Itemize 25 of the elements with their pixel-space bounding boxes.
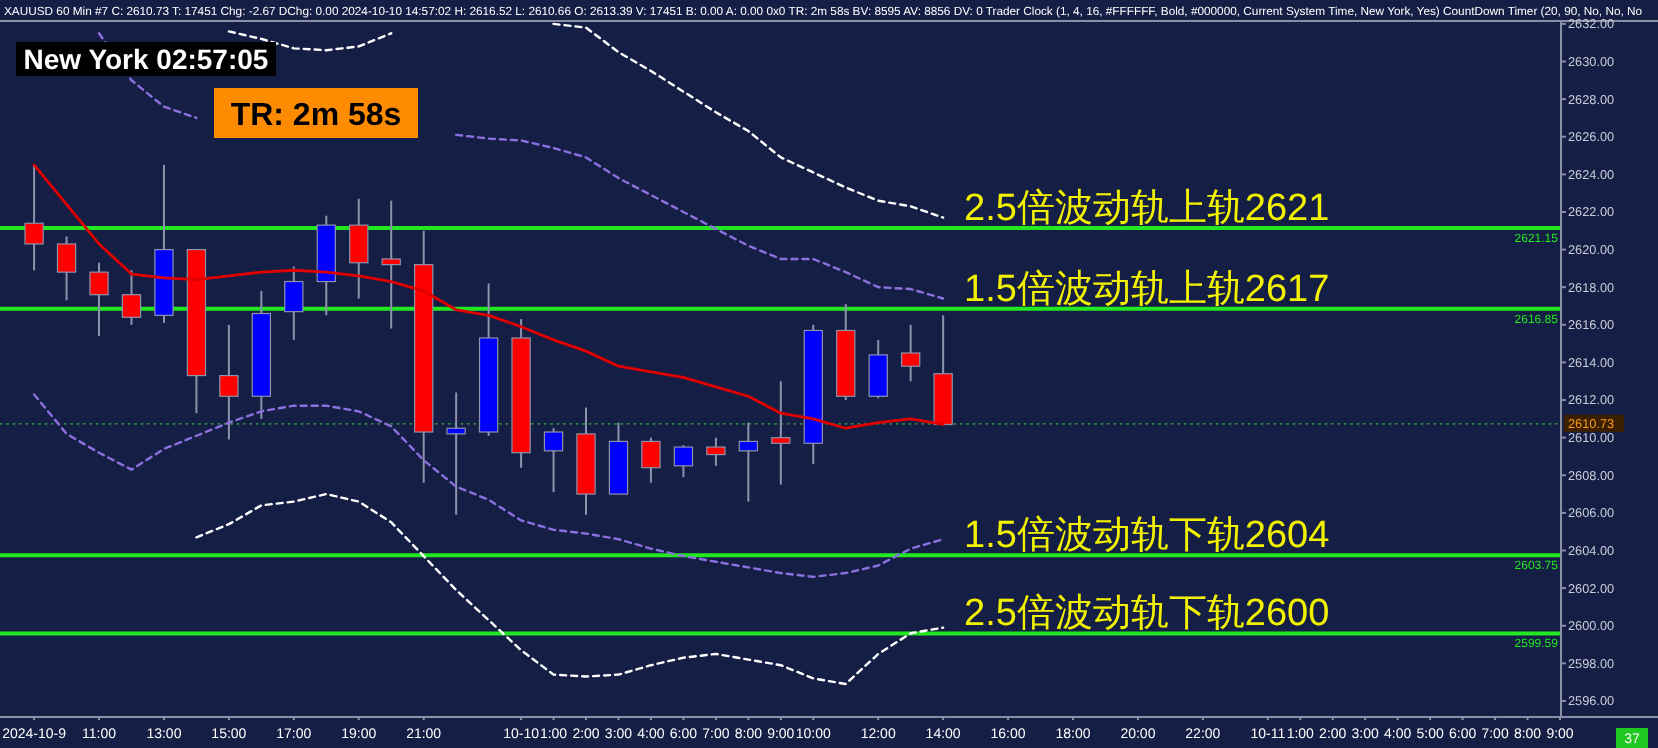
candlestick <box>706 436 726 467</box>
candlestick <box>771 380 791 486</box>
candlestick <box>900 323 921 383</box>
ref-line-label: 2.5倍波动轨下轨2600 <box>964 593 1330 636</box>
candlestick <box>56 235 77 302</box>
candlestick <box>641 436 661 484</box>
ref-line-label: 2.5倍波动轨上轨2621 <box>964 187 1330 230</box>
line-series <box>32 393 945 579</box>
candlestick <box>284 265 304 341</box>
candlestick <box>446 391 466 516</box>
annotation: TR: 2m 58s <box>230 98 402 133</box>
candlestick <box>24 163 44 272</box>
candlestick <box>673 444 694 479</box>
candlestick <box>381 199 401 330</box>
candlestick <box>868 338 888 400</box>
candlestick <box>349 197 369 300</box>
candlestick <box>121 269 142 326</box>
ref-line-label: 1.5倍波动轨下轨2604 <box>964 515 1331 558</box>
ref-line-label: 1.5倍波动轨上轨2617 <box>964 268 1330 311</box>
candlestick <box>89 261 109 338</box>
candlestick <box>738 421 759 503</box>
line-series <box>195 492 945 686</box>
candlestick <box>219 323 239 441</box>
annotation: New York 02:57:05 <box>23 43 269 76</box>
candlestick <box>543 427 564 494</box>
